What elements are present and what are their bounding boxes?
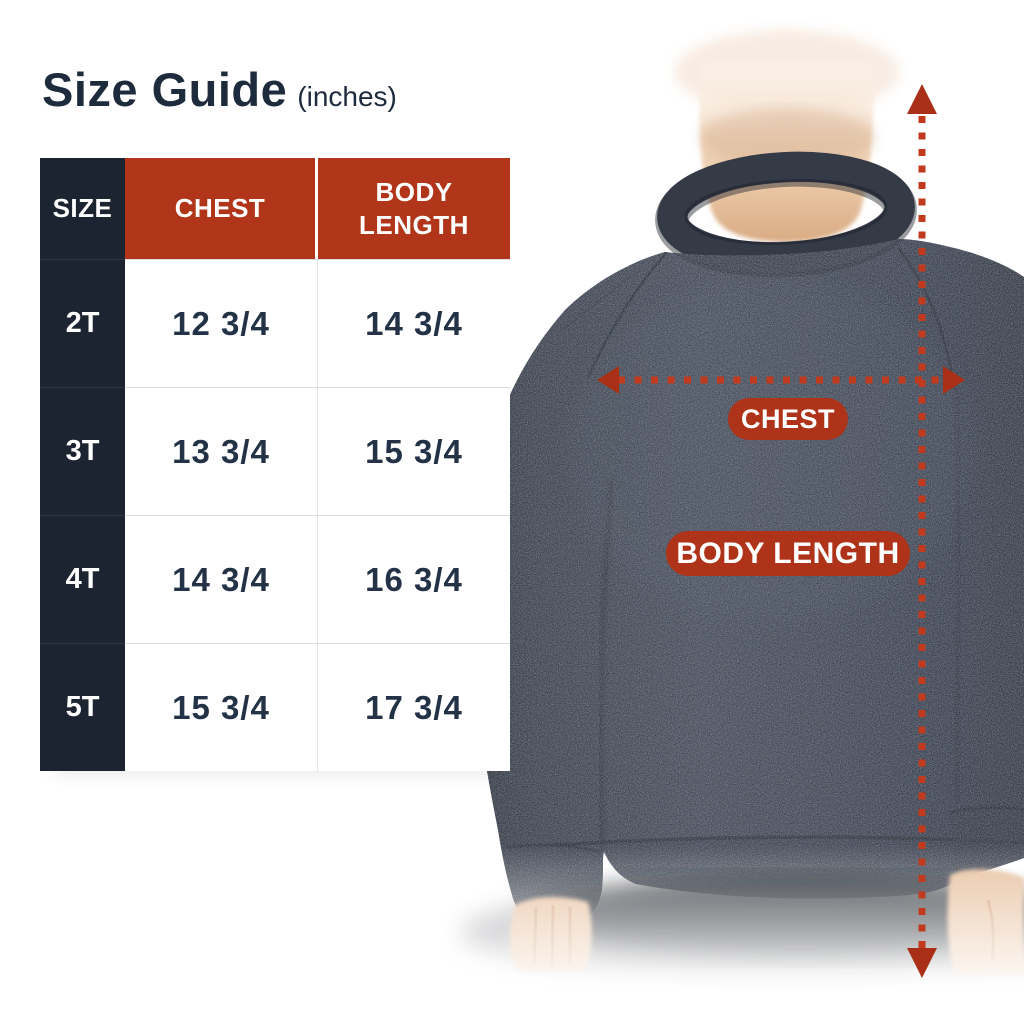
chest-cell: 13 3/4	[125, 387, 318, 515]
photo-bottom-fade	[430, 845, 1024, 1024]
chest-cell: 15 3/4	[125, 643, 318, 771]
body-length-label-pill: BODY LENGTH	[666, 531, 910, 576]
chest-label-text: CHEST	[740, 403, 835, 434]
body-length-cell: 15 3/4	[318, 387, 510, 515]
header-size: SIZE	[40, 158, 125, 259]
body-length-cell: 14 3/4	[318, 259, 510, 387]
neck-skin	[675, 30, 899, 242]
chest-cell: 12 3/4	[125, 259, 318, 387]
page-title: Size Guide (inches)	[42, 62, 397, 117]
table-row: 5T 15 3/4 17 3/4	[40, 643, 510, 771]
body-length-cell: 16 3/4	[318, 515, 510, 643]
body-length-label-text: BODY LENGTH	[676, 536, 900, 570]
header-body-length: BODY LENGTH	[318, 158, 510, 259]
title-text: Size Guide	[42, 63, 288, 116]
size-cell: 4T	[40, 515, 125, 643]
size-cell: 3T	[40, 387, 125, 515]
table-row: 2T 12 3/4 14 3/4	[40, 259, 510, 387]
chest-label-pill: CHEST	[728, 398, 848, 440]
header-chest: CHEST	[125, 158, 318, 259]
title-unit: (inches)	[297, 81, 397, 112]
size-cell: 2T	[40, 259, 125, 387]
chest-cell: 14 3/4	[125, 515, 318, 643]
body-length-cell: 17 3/4	[318, 643, 510, 771]
table-header-row: SIZE CHEST BODY LENGTH	[40, 158, 510, 259]
size-cell: 5T	[40, 643, 125, 771]
table-row: 4T 14 3/4 16 3/4	[40, 515, 510, 643]
table-row: 3T 13 3/4 15 3/4	[40, 387, 510, 515]
header-body-length-text: BODY LENGTH	[359, 177, 469, 240]
size-table: SIZE CHEST BODY LENGTH 2T 12 3/4 14 3/4 …	[40, 158, 510, 771]
